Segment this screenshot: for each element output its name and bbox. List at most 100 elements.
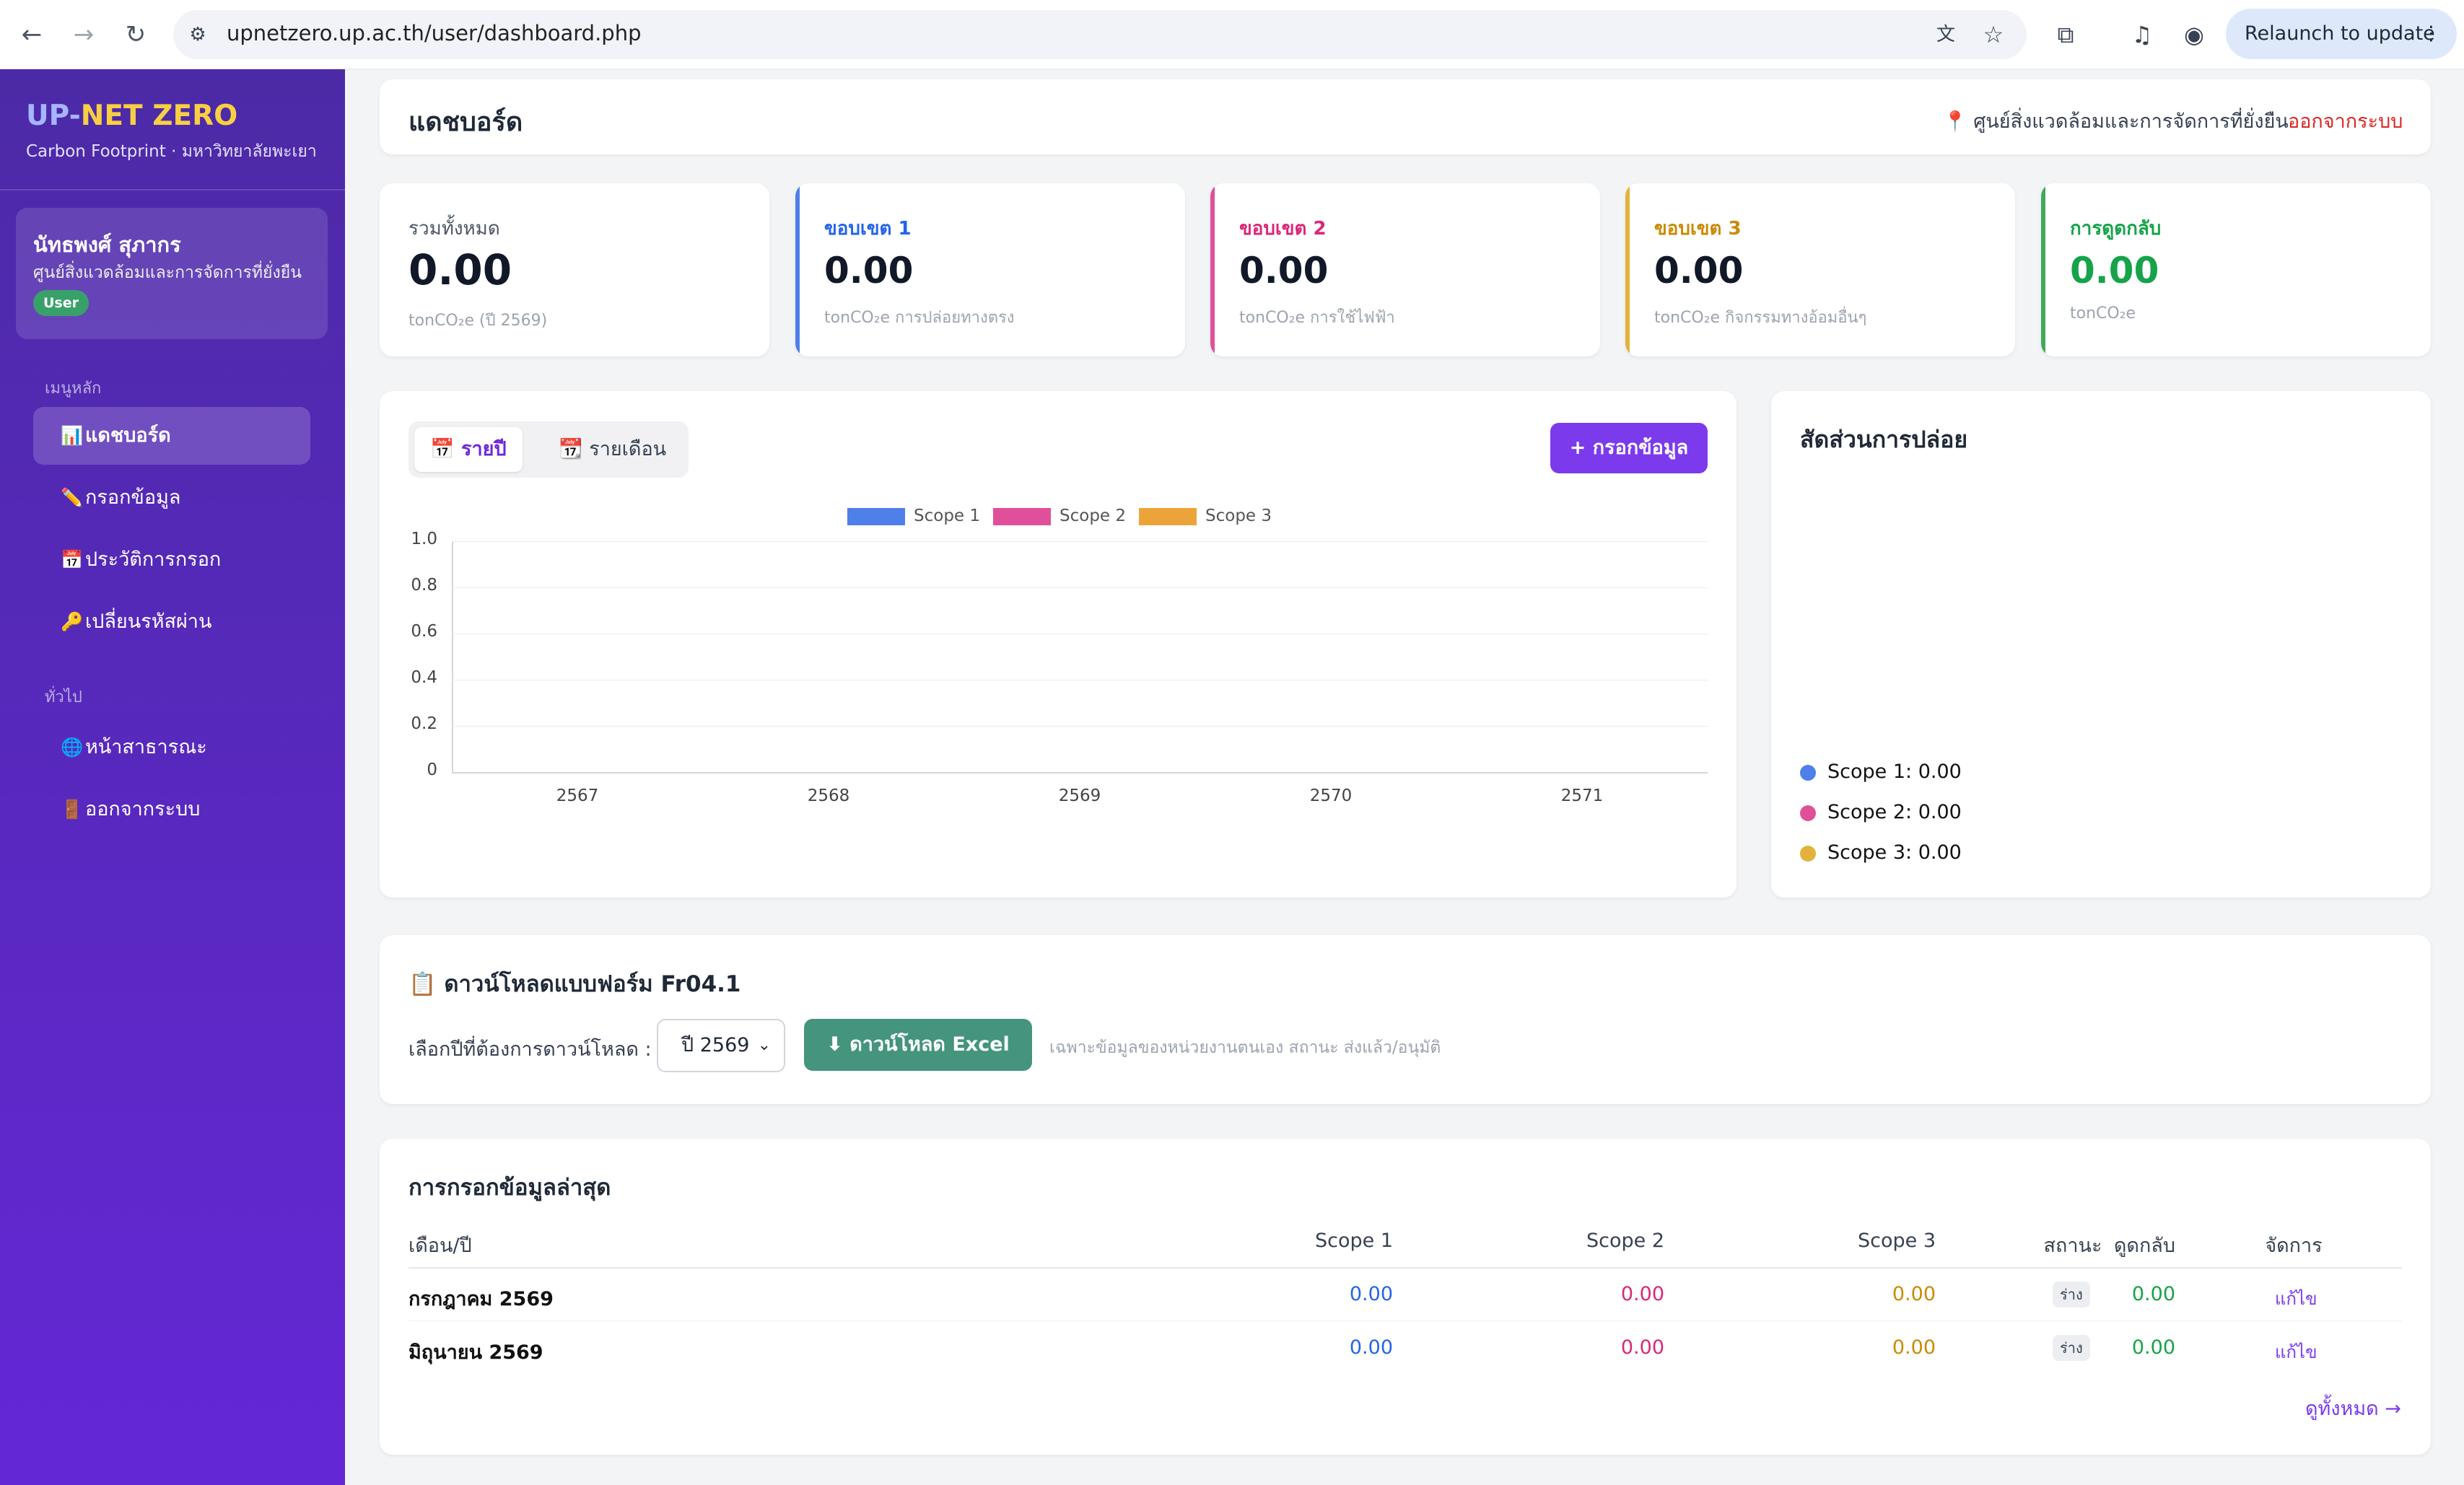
x-tick-label: 2570 [1309, 787, 1353, 805]
year-select-value: ปี 2569 [681, 1034, 750, 1056]
translate-icon[interactable]: 文 [1936, 24, 1955, 45]
logo-subtitle: Carbon Footprint · มหาวิทยาลัยพะเยา [26, 142, 317, 161]
edit-link[interactable]: แก้ไข [2275, 1342, 2317, 1362]
site-info-icon[interactable]: ⚙ [189, 24, 206, 45]
row-scope2: 0.00 [1620, 1336, 1664, 1359]
chart-icon: 📊 [61, 425, 84, 446]
page-title: แดชบอร์ด [409, 108, 523, 137]
row-divider [409, 1320, 2402, 1321]
pie-legend-label: Scope 3: 0.00 [1827, 841, 1962, 864]
edit-link[interactable]: แก้ไข [2275, 1289, 2317, 1309]
y-tick-label: 1.0 [411, 530, 437, 548]
media-icon[interactable]: ♫ [2131, 21, 2153, 48]
row-scope3: 0.00 [1892, 1336, 1936, 1359]
stat-accent-bar [2041, 183, 2045, 356]
legend-dot [1800, 845, 1816, 862]
download-form-card: 📋 ดาวน์โหลดแบบฟอร์ม Fr04.1 เลือกปีที่ต้อ… [380, 935, 2431, 1104]
profile-icon[interactable]: ◉ [2184, 21, 2204, 48]
sidebar-item-label: หน้าสาธารณะ [85, 736, 207, 758]
download-note: เฉพาะข้อมูลของหน่วยงานตนเอง สถานะ ส่งแล้… [1049, 1038, 1441, 1057]
legend-scope1[interactable]: Scope 1 [847, 505, 980, 527]
stat-accent-bar [1625, 183, 1630, 356]
legend-swatch [847, 507, 905, 525]
user-org: ศูนย์สิ่งแวดล้อมและการจัดการที่ยั่งยืน [33, 263, 302, 282]
sidebar-item-history[interactable]: 📅 ประวัติการกรอก [33, 531, 310, 589]
stat-card-scope3: ขอบเขต 3 0.00 tonCO₂e กิจกรรมทางอ้อมอื่น… [1625, 183, 2015, 356]
x-tick-label: 2569 [1058, 787, 1101, 805]
sidebar-item-label: ประวัติการกรอก [85, 548, 222, 571]
stat-unit: tonCO₂e (ปี 2569) [409, 312, 548, 330]
legend-scope2[interactable]: Scope 2 [993, 505, 1126, 527]
stat-card-scope2: ขอบเขต 2 0.00 tonCO₂e การใช้ไฟฟ้า [1210, 183, 1600, 356]
stat-unit: tonCO₂e การปล่อยทางตรง [824, 309, 1015, 327]
stat-value: 0.00 [1654, 250, 1744, 292]
stat-card-total: รวมทั้งหมด 0.00 tonCO₂e (ปี 2569) [380, 183, 769, 356]
relaunch-label: Relaunch to update [2245, 22, 2435, 45]
legend-dot [1800, 805, 1816, 821]
y-tick-label: 0.4 [411, 668, 437, 687]
browser-toolbar: ← → ↻ ⚙ upnetzero.up.ac.th/user/dashboar… [0, 0, 2464, 69]
recent-entries-card: การกรอกข้อมูลล่าสุด เดือน/ปี Scope 1 Sco… [380, 1139, 2431, 1455]
row-scope1: 0.00 [1349, 1336, 1393, 1359]
sidebar: UP-NET ZERO Carbon Footprint · มหาวิทยาล… [0, 69, 345, 1485]
row-month: มิถุนายน 2569 [409, 1341, 543, 1364]
app-logo[interactable]: UP-NET ZERO [26, 100, 237, 132]
back-icon[interactable]: ← [21, 20, 43, 49]
sidebar-item-dashboard[interactable]: 📊 แดชบอร์ด [33, 407, 310, 465]
bookmark-star-icon[interactable]: ☆ [1983, 21, 2004, 48]
more-menu-icon: ⋮ [2421, 22, 2441, 45]
col-header-action: จัดการ [2265, 1235, 2323, 1257]
row-scope2: 0.00 [1620, 1283, 1664, 1305]
page-header: แดชบอร์ด 📍 ศูนย์สิ่งแวดล้อมและการจัดการท… [380, 79, 2431, 154]
col-header-removal: ดูดกลับ [2113, 1235, 2175, 1257]
legend-label: Scope 2 [1060, 507, 1127, 525]
sidebar-divider [0, 189, 345, 190]
row-scope1: 0.00 [1349, 1283, 1393, 1305]
view-all-link[interactable]: ดูทั้งหมด → [2305, 1398, 2401, 1420]
year-select[interactable]: ปี 2569 ⌄ [657, 1019, 785, 1072]
stat-unit: tonCO₂e [2070, 305, 2136, 323]
row-removal: 0.00 [2131, 1336, 2175, 1359]
pie-legend-label: Scope 2: 0.00 [1827, 801, 1962, 823]
address-bar[interactable] [173, 10, 2027, 59]
logout-link[interactable]: ออกจากระบบ [2288, 110, 2403, 133]
y-tick-label: 0.6 [411, 622, 437, 641]
url-text[interactable]: upnetzero.up.ac.th/user/dashboard.php [227, 21, 642, 45]
calendar-icon: 📅 [61, 549, 84, 570]
row-scope3: 0.00 [1892, 1283, 1936, 1305]
stat-label: รวมทั้งหมด [409, 218, 500, 240]
add-data-button[interactable]: + กรอกข้อมูล [1550, 423, 1708, 473]
reload-icon[interactable]: ↻ [125, 20, 147, 49]
sidebar-item-change-password[interactable]: 🔑 เปลี่ยนรหัสผ่าน [33, 593, 310, 651]
stat-label: ขอบเขต 1 [824, 218, 912, 240]
legend-scope3[interactable]: Scope 3 [1139, 505, 1272, 527]
pie-legend-scope1: Scope 1: 0.00 [1800, 761, 1962, 783]
download-excel-button[interactable]: ⬇ ดาวน์โหลด Excel [804, 1019, 1032, 1071]
status-badge: ร่าง [2053, 1335, 2090, 1361]
row-month: กรกฎาคม 2569 [409, 1288, 554, 1310]
col-header-month: เดือน/ปี [409, 1235, 472, 1257]
sidebar-item-logout[interactable]: 🚪 ออกจากระบบ [33, 781, 310, 838]
sidebar-item-label: กรอกข้อมูล [85, 486, 181, 509]
forward-icon[interactable]: → [73, 20, 95, 49]
tab-yearly[interactable]: 📅 รายปี [414, 427, 523, 472]
gridline [452, 541, 1708, 542]
gridline [452, 726, 1708, 727]
relaunch-button[interactable]: Relaunch to update ⋮ [2226, 9, 2457, 59]
stat-accent-bar [795, 183, 800, 356]
legend-label: Scope 3 [1205, 507, 1272, 525]
sidebar-item-label: เปลี่ยนรหัสผ่าน [85, 610, 212, 633]
user-role-badge: User [33, 290, 89, 316]
sidebar-item-public-page[interactable]: 🌐 หน้าสาธารณะ [33, 719, 310, 776]
chevron-down-icon: ⌄ [757, 1036, 771, 1054]
year-select-label: เลือกปีที่ต้องการดาวน์โหลด : [409, 1038, 652, 1061]
stat-accent-bar [1210, 183, 1215, 356]
tab-monthly[interactable]: 📆 รายเดือน [559, 438, 667, 460]
sidebar-item-enter-data[interactable]: ✏️ กรอกข้อมูล [33, 469, 310, 527]
stat-label: ขอบเขต 3 [1654, 218, 1742, 240]
pie-legend-label: Scope 1: 0.00 [1827, 761, 1962, 783]
status-badge: ร่าง [2053, 1282, 2090, 1307]
x-axis-line [452, 772, 1708, 774]
extensions-icon[interactable]: ⧉ [2057, 21, 2074, 48]
legend-label: Scope 1 [914, 507, 981, 525]
